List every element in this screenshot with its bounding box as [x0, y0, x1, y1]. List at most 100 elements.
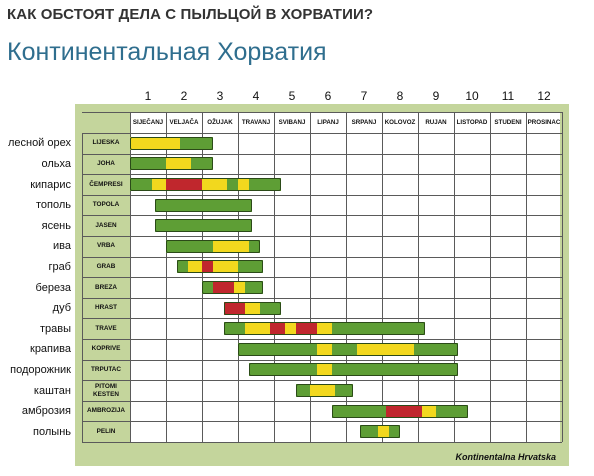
month-header: LIPANJ: [317, 119, 339, 126]
pollen-segment-high: [295, 322, 318, 336]
pollen-segment-low: [331, 363, 458, 377]
pollen-bar-outline: [176, 260, 264, 274]
grid-horizontal-line: [82, 400, 562, 402]
plant-name-ru: каштан: [33, 384, 71, 397]
pollen-segment-medium: [130, 136, 181, 150]
pollen-segment-medium: [245, 322, 271, 336]
grid-horizontal-line: [82, 153, 562, 155]
month-number: 6: [324, 89, 332, 103]
plant-name-hr: JASEN: [95, 221, 117, 229]
pollen-segment-low: [180, 136, 213, 150]
plant-name-ru: береза: [35, 281, 71, 294]
plant-name-hr: HRAST: [94, 304, 117, 312]
grid-vertical-line: [346, 112, 347, 442]
plant-name-hr: PELIN: [96, 427, 116, 435]
plant-name-ru: лесной орех: [7, 137, 71, 150]
grid-vertical-line: [454, 112, 455, 442]
month-header: STUDENI: [494, 119, 522, 126]
plant-name-hr: PITOMI KESTEN: [93, 382, 119, 398]
grid-horizontal-line: [82, 297, 562, 299]
month-number: 2: [180, 89, 188, 103]
pollen-segment-medium: [202, 178, 228, 191]
pollen-bar-outline: [130, 178, 282, 191]
pollen-segment-high: [223, 301, 246, 315]
pollen-segment-low: [238, 342, 318, 356]
grid-left-border: [82, 133, 83, 442]
grid-vertical-line: [238, 112, 239, 442]
pollen-segment-low: [245, 281, 264, 294]
plant-name-hr: LIJESKA: [92, 139, 120, 147]
plant-name-ru: дуб: [52, 302, 71, 315]
pollen-segment-low: [166, 239, 213, 253]
plant-name-ru: тополь: [35, 199, 71, 212]
pollen-bar-outline: [295, 384, 354, 397]
month-number: 9: [432, 89, 440, 103]
plant-name-ru: граб: [48, 260, 71, 273]
plant-name-ru: амброзия: [21, 405, 71, 418]
pollen-segment-high: [270, 322, 285, 336]
pollen-segment-low: [191, 157, 213, 171]
month-header: LISTOPAD: [456, 119, 488, 126]
pollen-bar-outline: [130, 136, 213, 150]
pollen-segment-low: [248, 239, 260, 253]
pollen-segment-low: [238, 260, 264, 274]
pollen-bar-outline: [202, 281, 264, 294]
month-number: 3: [216, 89, 224, 103]
pollen-segment-low: [176, 260, 188, 274]
pollen-segment-low: [295, 384, 310, 397]
pollen-segment-medium: [234, 281, 246, 294]
month-number: 7: [360, 89, 368, 103]
pollen-segment-medium: [245, 301, 260, 315]
grid-horizontal-line: [82, 339, 562, 340]
pollen-segment-high: [212, 281, 235, 294]
plant-name-hr: TRPUTAC: [90, 365, 122, 373]
month-header: VELJAČA: [169, 119, 199, 126]
grid-horizontal-line: [82, 277, 562, 279]
month-number: 1: [144, 89, 152, 103]
chart-footer-label: Kontinentalna Hrvatska: [455, 452, 556, 462]
pollen-segment-low: [227, 178, 238, 191]
headline: КАК ОБСТОЯТ ДЕЛА С ПЫЛЬЦОЙ В ХОРВАТИИ?: [7, 6, 374, 23]
grid-horizontal-line: [82, 133, 562, 134]
pollen-bar-outline: [223, 322, 426, 336]
pollen-segment-low: [335, 384, 354, 397]
pollen-segment-medium: [421, 404, 436, 418]
plant-name-hr: VRBA: [96, 242, 116, 250]
grid-vertical-line: [382, 112, 383, 442]
plant-name-ru: ива: [53, 240, 71, 253]
pollen-bar-outline: [130, 157, 213, 171]
pollen-segment-medium: [187, 260, 202, 274]
pollen-segment-low: [248, 178, 282, 191]
plant-name-hr: ČEMPRESI: [89, 180, 123, 188]
plant-name-ru: крапива: [30, 343, 71, 356]
grid-horizontal-line: [82, 194, 562, 196]
pollen-segment-medium: [310, 384, 336, 397]
plant-name-ru: кипарис: [30, 178, 71, 191]
pollen-bar-outline: [223, 301, 282, 315]
pollen-segment-low: [130, 157, 166, 171]
pollen-bar-outline: [360, 425, 400, 439]
grid-horizontal-line: [82, 421, 562, 423]
month-header: PROSINAC: [527, 119, 561, 126]
pollen-segment-low: [202, 281, 213, 294]
grid-vertical-line: [490, 112, 491, 442]
grid-horizontal-line: [82, 256, 562, 258]
month-header: SIJEČANJ: [132, 119, 164, 126]
grid-vertical-line: [562, 112, 563, 442]
grid-horizontal-line: [82, 359, 562, 361]
plant-name-hr: AMBROZIJA: [87, 407, 125, 415]
pollen-segment-low: [331, 342, 357, 356]
pollen-segment-low: [155, 219, 253, 233]
month-header: SRPANJ: [351, 119, 377, 126]
pollen-bar-outline: [155, 198, 253, 212]
pollen-segment-low: [331, 404, 386, 418]
grid-horizontal-line: [82, 215, 562, 217]
plant-name-ru: полынь: [33, 425, 71, 438]
pollen-segment-medium: [284, 322, 296, 336]
month-header: OŽUJAK: [207, 119, 233, 126]
grid-vertical-line: [274, 112, 275, 442]
pollen-segment-low: [223, 322, 246, 336]
pollen-segment-medium: [151, 178, 166, 191]
pollen-segment-low: [248, 363, 318, 377]
pollen-bar-outline: [155, 219, 253, 233]
